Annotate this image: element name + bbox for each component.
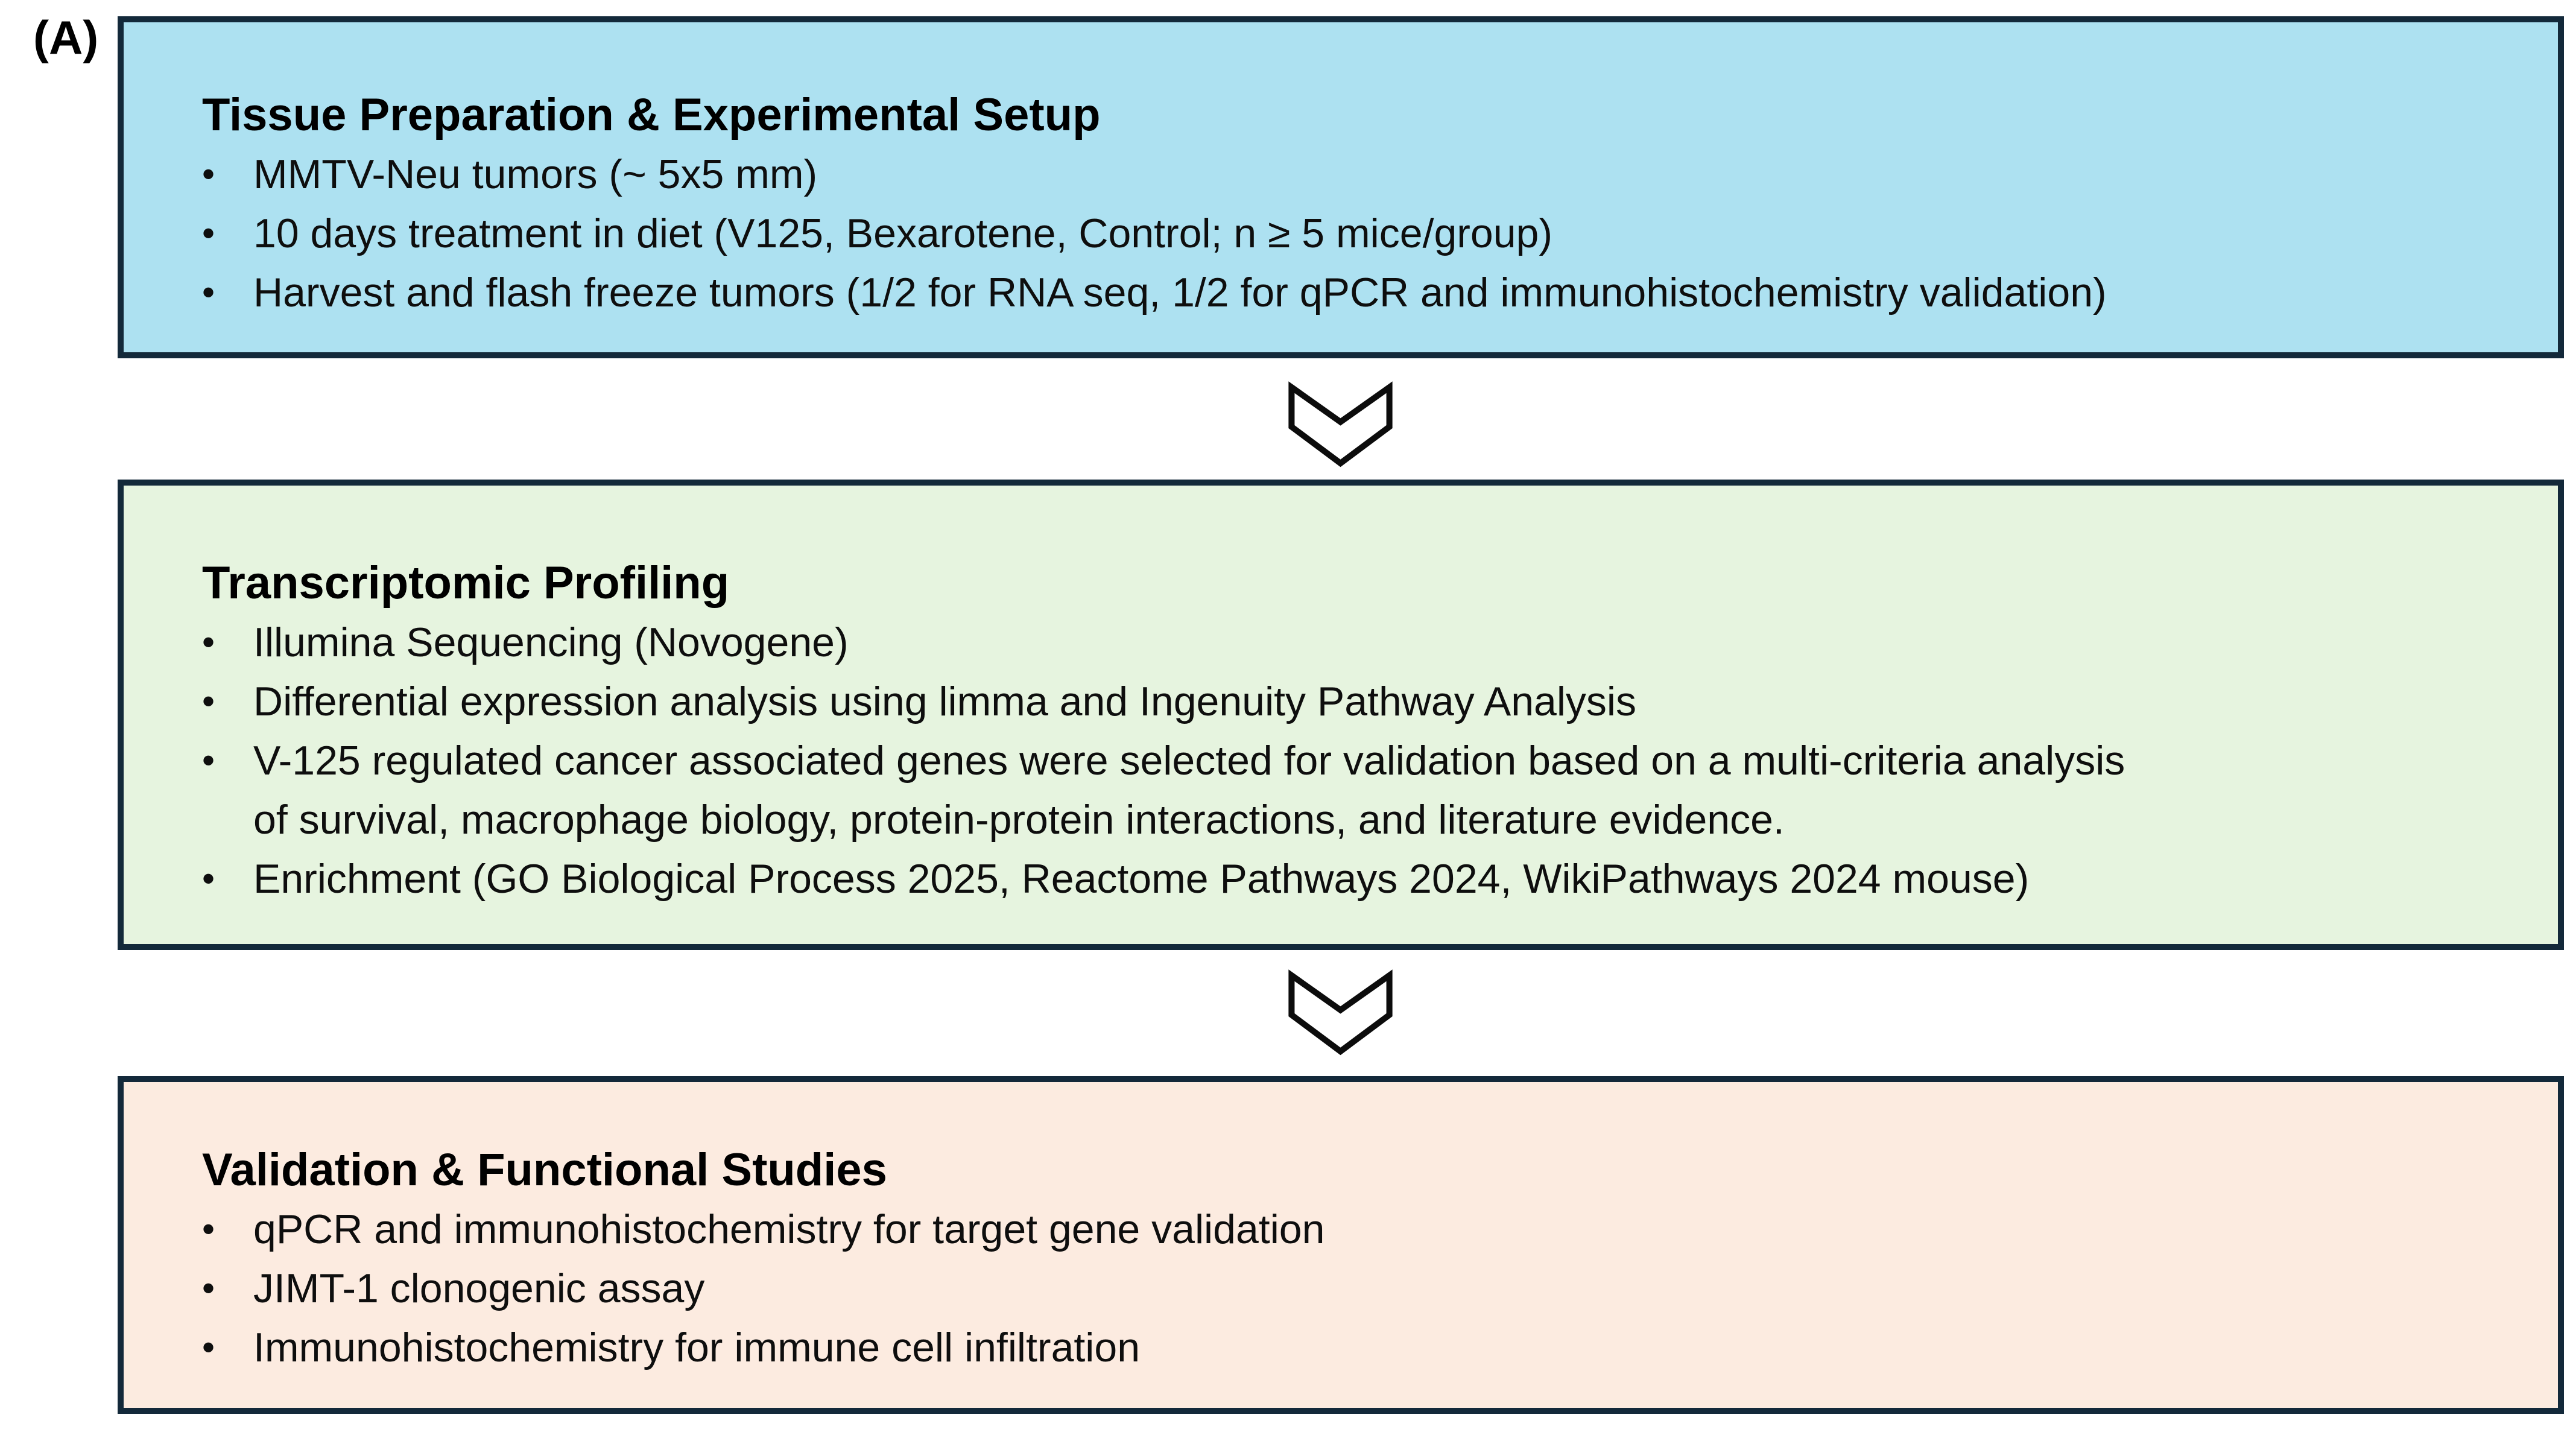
bullet-list: • Illumina Sequencing (Novogene) • Diffe… (202, 613, 2486, 908)
bullet-text-line1: V-125 regulated cancer associated genes … (253, 738, 2125, 784)
bullet-item: • Differential expression analysis using… (202, 672, 2486, 731)
figure-label: (A) (33, 11, 99, 64)
bullet-item: • 10 days treatment in diet (V125, Bexar… (202, 204, 2486, 263)
bullet-list: • MMTV-Neu tumors (~ 5x5 mm) • 10 days t… (202, 145, 2486, 322)
chevron-down-icon (1288, 969, 1393, 1056)
bullet-text: V-125 regulated cancer associated genes … (253, 731, 2486, 849)
bullet-item: • MMTV-Neu tumors (~ 5x5 mm) (202, 145, 2486, 204)
bullet-text: Differential expression analysis using l… (253, 679, 1637, 724)
bullet-item: • qPCR and immunohistochemistry for targ… (202, 1200, 2486, 1259)
bullet-dot: • (202, 740, 215, 781)
bullet-dot: • (202, 1209, 215, 1249)
box-title-transcriptomic-profiling: Transcriptomic Profiling (202, 557, 730, 609)
bullet-dot: • (202, 213, 215, 253)
bullet-item: • V-125 regulated cancer associated gene… (202, 731, 2486, 849)
bullet-item: • Immunohistochemistry for immune cell i… (202, 1318, 2486, 1377)
bullet-list: • qPCR and immunohistochemistry for targ… (202, 1200, 2486, 1377)
bullet-dot: • (202, 622, 215, 662)
bullet-dot: • (202, 1268, 215, 1308)
bullet-text: JIMT-1 clonogenic assay (253, 1266, 705, 1311)
bullet-text: 10 days treatment in diet (V125, Bexarot… (253, 211, 1553, 256)
flow-box-transcriptomic-profiling: Transcriptomic Profiling • Illumina Sequ… (118, 480, 2564, 950)
flow-box-tissue-preparation: Tissue Preparation & Experimental Setup … (118, 16, 2564, 358)
chevron-down-icon (1288, 381, 1393, 467)
bullet-item: • Enrichment (GO Biological Process 2025… (202, 849, 2486, 908)
bullet-item: • JIMT-1 clonogenic assay (202, 1259, 2486, 1318)
bullet-item: • Harvest and flash freeze tumors (1/2 f… (202, 263, 2486, 322)
bullet-dot: • (202, 1327, 215, 1367)
bullet-text: Immunohistochemistry for immune cell inf… (253, 1325, 1141, 1370)
bullet-text: Enrichment (GO Biological Process 2025, … (253, 856, 2030, 902)
bullet-text: Harvest and flash freeze tumors (1/2 for… (253, 270, 2107, 315)
bullet-text: qPCR and immunohistochemistry for target… (253, 1206, 1325, 1252)
box-title-validation-functional-studies: Validation & Functional Studies (202, 1144, 887, 1196)
bullet-text: MMTV-Neu tumors (~ 5x5 mm) (253, 151, 818, 197)
bullet-dot: • (202, 858, 215, 899)
box-title-tissue-preparation: Tissue Preparation & Experimental Setup (202, 89, 1101, 141)
flow-box-validation-functional-studies: Validation & Functional Studies • qPCR a… (118, 1076, 2564, 1414)
bullet-dot: • (202, 272, 215, 312)
bullet-text-line2: of survival, macrophage biology, protein… (253, 797, 1785, 843)
bullet-text: Illumina Sequencing (Novogene) (253, 619, 849, 665)
bullet-dot: • (202, 154, 215, 194)
bullet-item: • Illumina Sequencing (Novogene) (202, 613, 2486, 672)
bullet-dot: • (202, 681, 215, 721)
